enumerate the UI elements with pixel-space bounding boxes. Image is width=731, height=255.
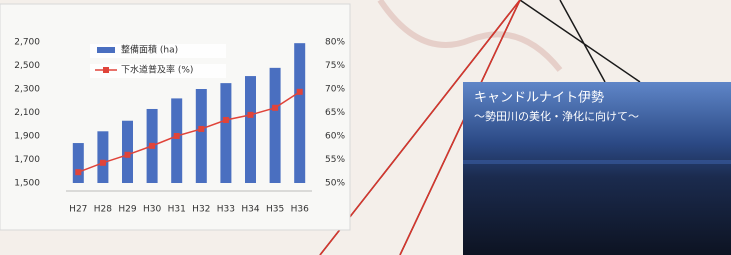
photo: キャンドルナイト伊勢 ～勢田川の美化・浄化に向けて～: [463, 82, 731, 255]
y2-tick-label: 70%: [325, 85, 345, 95]
x-tick-label: H29: [118, 205, 136, 215]
legend-label: 整備面積 (ha): [121, 44, 178, 56]
x-tick-label: H31: [168, 205, 186, 215]
line-marker: [223, 117, 229, 123]
legend-swatch: [103, 67, 109, 73]
photo-title: キャンドルナイト伊勢: [474, 91, 604, 106]
x-tick-label: H33: [217, 205, 235, 215]
y2-tick-label: 75%: [325, 61, 345, 71]
y-tick-label: 2,100: [14, 108, 40, 118]
y2-tick-label: 65%: [325, 108, 345, 118]
bar: [270, 68, 281, 183]
line-marker: [198, 126, 204, 132]
legend-label: 下水道普及率 (%): [121, 64, 193, 76]
line-marker: [297, 89, 303, 95]
y-tick-label: 1,500: [14, 179, 40, 189]
line-marker: [100, 160, 106, 166]
page: 1,500 1,700 1,900 2,100 2,300 2,500 2,700 50% 55…: [0, 0, 731, 255]
bar: [171, 98, 182, 183]
bar: [220, 83, 231, 183]
line-marker: [248, 112, 254, 118]
x-tick-label: H35: [266, 205, 284, 215]
y2-tick-label: 80%: [325, 38, 345, 48]
screenshot: 1,500 1,700 1,900 2,100 2,300 2,500 2,700 50% 55…: [0, 0, 731, 255]
x-tick-label: H36: [291, 205, 309, 215]
y-tick-label: 2,700: [14, 38, 40, 48]
x-tick-label: H28: [94, 205, 112, 215]
x-tick-label: H32: [192, 205, 210, 215]
y2-tick-label: 55%: [325, 155, 345, 165]
bar: [97, 131, 108, 183]
line-marker: [272, 105, 278, 111]
bar: [245, 76, 256, 183]
photo-image: [463, 82, 731, 255]
legend-swatch: [97, 47, 115, 53]
y-tick-label: 2,500: [14, 61, 40, 71]
photo-subtitle: ～勢田川の美化・浄化に向けて～: [474, 109, 639, 123]
y2-tick-label: 60%: [325, 132, 345, 142]
bar: [73, 143, 84, 183]
x-tick-label: H30: [143, 205, 161, 215]
y-tick-label: 1,900: [14, 132, 40, 142]
line-marker: [149, 143, 155, 149]
line-marker: [75, 169, 81, 175]
photo-water: [463, 160, 731, 164]
x-tick-label: H27: [69, 205, 87, 215]
y-tick-label: 1,700: [14, 155, 40, 165]
x-tick-label: H34: [241, 205, 259, 215]
line-marker: [125, 152, 131, 158]
bar: [196, 89, 207, 183]
line-marker: [174, 133, 180, 139]
y-tick-label: 2,300: [14, 85, 40, 95]
bar: [294, 43, 305, 183]
y2-tick-label: 50%: [325, 179, 345, 189]
